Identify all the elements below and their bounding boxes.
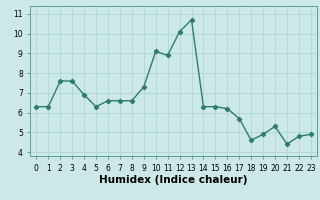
X-axis label: Humidex (Indice chaleur): Humidex (Indice chaleur) [99,175,248,185]
